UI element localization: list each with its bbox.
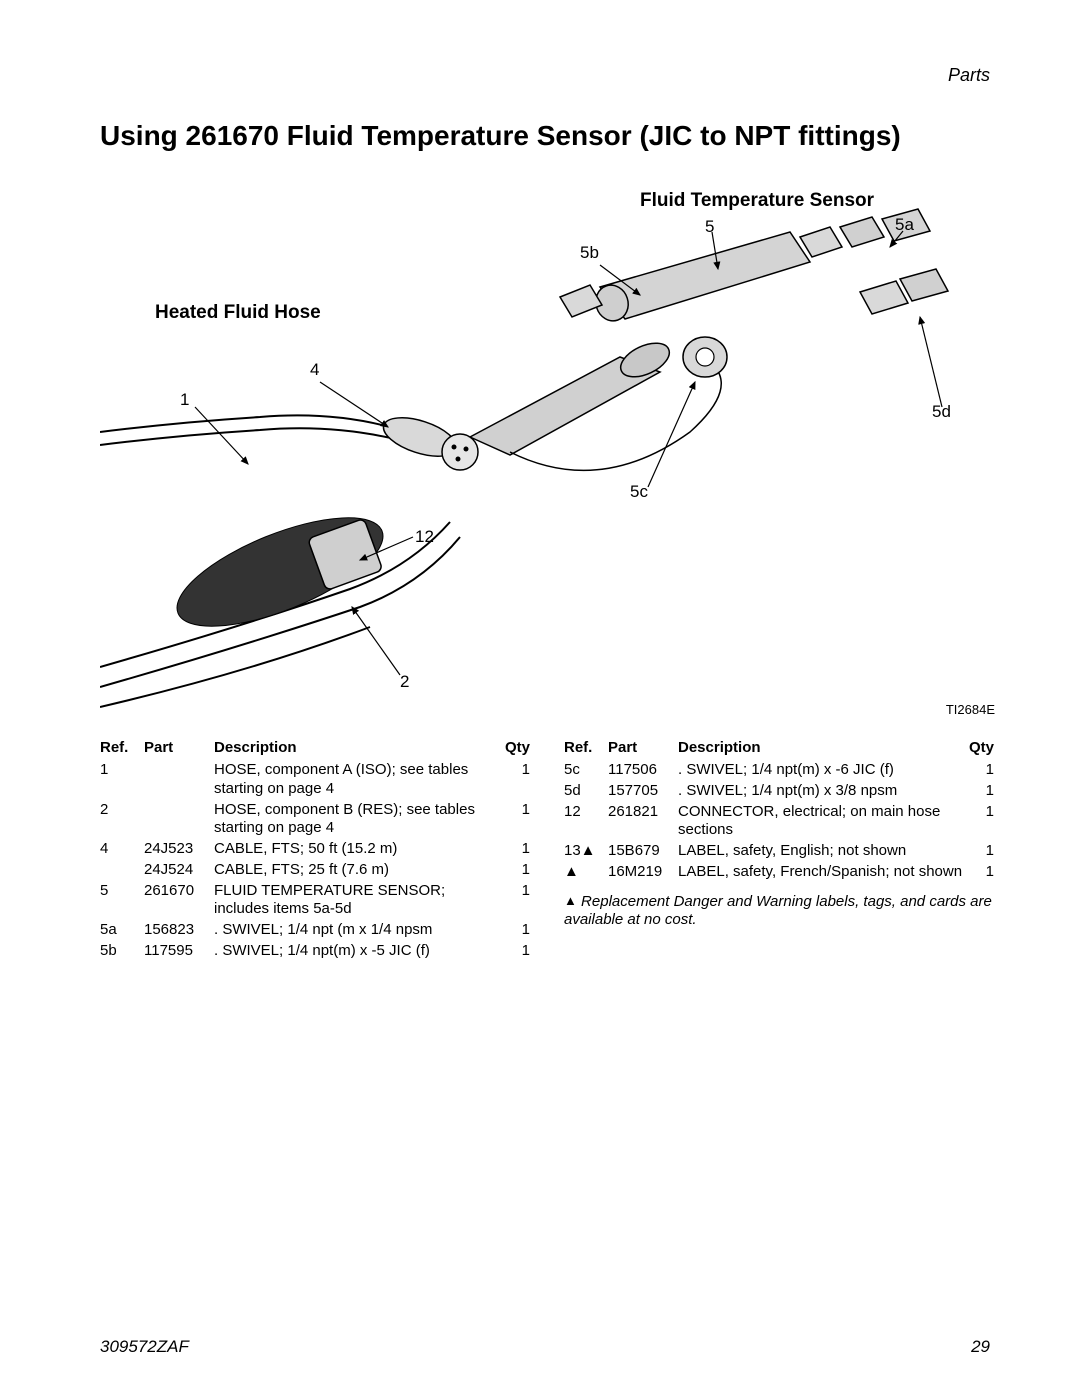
cell-qty: 1 — [505, 881, 536, 921]
cell-ref: 13▲ — [564, 841, 608, 862]
cell-ref: ▲ — [564, 862, 608, 883]
col-part: Part — [608, 737, 678, 760]
col-qty: Qty — [969, 737, 1000, 760]
col-desc: Description — [678, 737, 969, 760]
table-row: 12261821CONNECTOR, electrical; on main h… — [564, 802, 1000, 842]
cell-qty: 1 — [505, 839, 536, 860]
footnote-text: Replacement Danger and Warning labels, t… — [564, 893, 992, 929]
table-row: 5c117506. SWIVEL; 1/4 npt(m) x -6 JIC (f… — [564, 760, 1000, 781]
table-row: 5a156823. SWIVEL; 1/4 npt (m x 1/4 npsm1 — [100, 920, 536, 941]
table-row: 1HOSE, component A (ISO); see tables sta… — [100, 760, 536, 800]
table-row: 424J523CABLE, FTS; 50 ft (15.2 m)1 — [100, 839, 536, 860]
table-row: ▲16M219LABEL, safety, French/Spanish; no… — [564, 862, 1000, 883]
table-row: 2 HOSE, component B (RES); see tables sta… — [100, 800, 536, 840]
cell-part: 117506 — [608, 760, 678, 781]
cell-ref: 12 — [564, 802, 608, 842]
cell-desc: HOSE, component B (RES); see tables star… — [214, 800, 505, 840]
cell-qty: 1 — [505, 941, 536, 962]
table-row: 13▲15B679LABEL, safety, English; not sho… — [564, 841, 1000, 862]
cell-part: 156823 — [144, 920, 214, 941]
callout-4: 4 — [310, 360, 319, 380]
parts-table-right: Ref. Part Description Qty 5c117506. SWIV… — [564, 737, 1000, 883]
cell-desc: HOSE, component A (ISO); see tables star… — [214, 760, 505, 800]
cell-ref — [100, 860, 144, 881]
cell-desc: CONNECTOR, electrical; on main hose sect… — [678, 802, 969, 842]
cell-qty: 1 — [505, 760, 536, 800]
cell-part: 16M219 — [608, 862, 678, 883]
cell-part: 24J524 — [144, 860, 214, 881]
cell-part — [144, 800, 214, 840]
label-heated-hose: Heated Fluid Hose — [155, 302, 321, 324]
cell-ref: 5a — [100, 920, 144, 941]
cell-desc: CABLE, FTS; 25 ft (7.6 m) — [214, 860, 505, 881]
table-row: 5d157705. SWIVEL; 1/4 npt(m) x 3/8 npsm1 — [564, 781, 1000, 802]
page-title: Using 261670 Fluid Temperature Sensor (J… — [100, 120, 1000, 152]
table-row: 5b117595. SWIVEL; 1/4 npt(m) x -5 JIC (f… — [100, 941, 536, 962]
cell-qty: 1 — [505, 860, 536, 881]
callout-5d: 5d — [932, 402, 951, 422]
callout-12: 12 — [415, 527, 434, 547]
callout-2: 2 — [400, 672, 409, 692]
col-ref: Ref. — [564, 737, 608, 760]
cell-ref: 5 — [100, 881, 144, 921]
page-number: 29 — [971, 1337, 990, 1357]
cell-part: 15B679 — [608, 841, 678, 862]
diagram: Heated Fluid Hose Fluid Temperature Sens… — [100, 177, 1000, 717]
cell-desc: LABEL, safety, English; not shown — [678, 841, 969, 862]
cell-part — [144, 760, 214, 800]
cell-part: 117595 — [144, 941, 214, 962]
cell-part: 157705 — [608, 781, 678, 802]
table-row: 24J524CABLE, FTS; 25 ft (7.6 m)1 — [100, 860, 536, 881]
cell-ref: 5b — [100, 941, 144, 962]
cell-ref: 5d — [564, 781, 608, 802]
cell-part: 261670 — [144, 881, 214, 921]
figure-id: TI2684E — [946, 702, 995, 717]
cell-desc: CABLE, FTS; 50 ft (15.2 m) — [214, 839, 505, 860]
cell-part: 24J523 — [144, 839, 214, 860]
cell-desc: FLUID TEMPERATURE SENSOR; includes items… — [214, 881, 505, 921]
doc-number: 309572ZAF — [100, 1337, 189, 1357]
col-ref: Ref. — [100, 737, 144, 760]
col-desc: Description — [214, 737, 505, 760]
cell-qty: 1 — [969, 781, 1000, 802]
callout-1: 1 — [180, 390, 189, 410]
label-fts: Fluid Temperature Sensor — [640, 190, 874, 212]
callout-5b: 5b — [580, 243, 599, 263]
parts-tables: Ref. Part Description Qty 1HOSE, compone… — [100, 737, 1000, 962]
cell-qty: 1 — [505, 920, 536, 941]
cell-ref: 2 — [100, 800, 144, 840]
cell-desc: LABEL, safety, French/Spanish; not shown — [678, 862, 969, 883]
callout-5c: 5c — [630, 482, 648, 502]
cell-qty: 1 — [969, 841, 1000, 862]
cell-qty: 1 — [969, 862, 1000, 883]
cell-ref: 5c — [564, 760, 608, 781]
cell-qty: 1 — [505, 800, 536, 840]
triangle-icon: ▲ — [564, 893, 577, 908]
col-qty: Qty — [505, 737, 536, 760]
cell-desc: . SWIVEL; 1/4 npt (m x 1/4 npsm — [214, 920, 505, 941]
col-part: Part — [144, 737, 214, 760]
section-label: Parts — [948, 65, 990, 86]
cell-qty: 1 — [969, 802, 1000, 842]
callout-5: 5 — [705, 217, 714, 237]
footnote: ▲ Replacement Danger and Warning labels,… — [564, 893, 1000, 931]
callout-5a: 5a — [895, 215, 914, 235]
table-row: 5261670FLUID TEMPERATURE SENSOR; include… — [100, 881, 536, 921]
cell-desc: . SWIVEL; 1/4 npt(m) x -5 JIC (f) — [214, 941, 505, 962]
cell-ref: 4 — [100, 839, 144, 860]
exploded-view-svg — [100, 177, 1000, 717]
cell-ref: 1 — [100, 760, 144, 800]
cell-qty: 1 — [969, 760, 1000, 781]
cell-desc: . SWIVEL; 1/4 npt(m) x 3/8 npsm — [678, 781, 969, 802]
cell-desc: . SWIVEL; 1/4 npt(m) x -6 JIC (f) — [678, 760, 969, 781]
parts-table-left: Ref. Part Description Qty 1HOSE, compone… — [100, 737, 536, 962]
cell-part: 261821 — [608, 802, 678, 842]
